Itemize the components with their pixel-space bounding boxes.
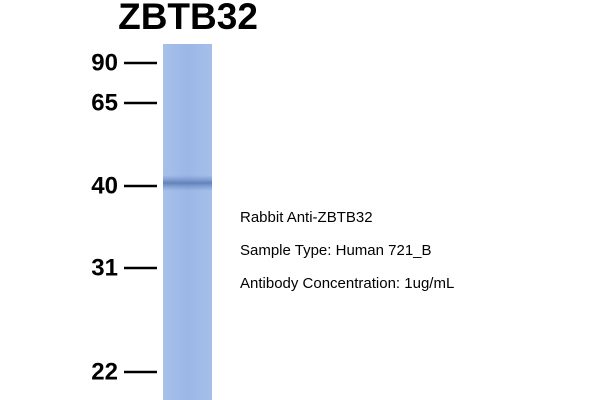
marker-label: 40 bbox=[91, 172, 118, 199]
marker-label: 65 bbox=[91, 89, 118, 116]
marker-label: 90 bbox=[91, 49, 118, 76]
protein-band bbox=[163, 175, 212, 191]
annotation: Antibody Concentration: 1ug/mL bbox=[240, 275, 454, 292]
annotation: Rabbit Anti-ZBTB32 bbox=[240, 209, 373, 226]
marker-label: 22 bbox=[91, 358, 118, 385]
gel-lane bbox=[163, 44, 212, 400]
marker-label: 31 bbox=[91, 254, 118, 281]
blot-title: ZBTB32 bbox=[118, 0, 258, 37]
annotation: Sample Type: Human 721_B bbox=[240, 242, 432, 259]
